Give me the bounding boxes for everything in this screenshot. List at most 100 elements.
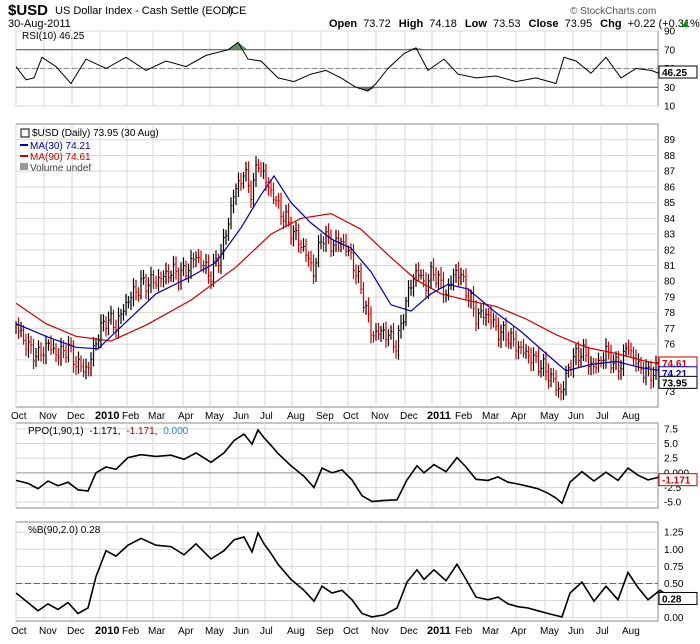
x-axis-label: Oct	[343, 626, 359, 637]
exchange-label: ICE	[228, 5, 246, 17]
x-axis-label: Jun	[233, 411, 249, 422]
pctb-last-value: 0.28	[662, 594, 682, 605]
x-axis-label: Nov	[371, 411, 389, 422]
ma30-legend: MA(30) 74.21	[30, 141, 91, 152]
x-axis-label: May	[205, 626, 224, 637]
x-axis-label: Aug	[287, 411, 305, 422]
x-axis-label: 2011	[427, 625, 451, 637]
x-axis-label: Apr	[178, 411, 194, 422]
x-axis-label: Mar	[148, 411, 166, 422]
ppo-last-value: -1.171	[662, 476, 691, 487]
x-axis-label: Oct	[11, 411, 27, 422]
x-axis-label: Jul	[596, 626, 609, 637]
x-axis-label: Mar	[148, 626, 166, 637]
ppo-line	[15, 428, 673, 505]
rsi-panel: 907050301046.25	[15, 27, 698, 113]
pctb-tick-label: 0.75	[664, 562, 684, 573]
x-axis-label: Nov	[39, 411, 57, 422]
x-axis-label: Apr	[511, 411, 527, 422]
ppo-legend-signal: -1.171	[126, 426, 155, 437]
rsi-tick-label: 90	[664, 27, 676, 38]
price-legend: $USD (Daily) 73.95 (30 Aug)	[32, 128, 159, 139]
x-axis-label: Jul	[260, 626, 273, 637]
rsi-last-value-box	[658, 65, 698, 79]
x-axis-label: Nov	[371, 626, 389, 637]
price-tick-label: 84	[664, 214, 676, 225]
chart-date: 30-Aug-2011	[8, 18, 71, 30]
source-credit: © StockCharts.com	[570, 6, 656, 17]
ppo-legend-comma-2: ,	[155, 426, 158, 437]
rsi-fill-area	[238, 42, 248, 50]
x-axis-label: May	[540, 626, 559, 637]
pctb-tick-label: 0.00	[664, 613, 684, 624]
ppo-last-value-box	[658, 473, 698, 487]
price-panel: 898887868584838281807978777675747374.617…	[15, 123, 698, 408]
price-last-value-box	[658, 375, 698, 389]
ppo-legend-comma-1: ,	[118, 426, 121, 437]
percent-b-legend: %B(90,2.0) 0.28	[28, 525, 101, 536]
high-value: 74.18	[429, 18, 457, 30]
price-tick-label: 83	[664, 230, 676, 241]
x-axis-label: Aug	[287, 626, 305, 637]
price-tick-label: 80	[664, 277, 676, 288]
close-value: 73.95	[565, 18, 593, 30]
ppo-tick-label: -2.5	[664, 483, 682, 494]
ppo-panel: 7.5 5.0 2.5 0.000 -2.5 -5.0 -1.171	[15, 422, 698, 509]
volume-legend: Volume undef	[30, 163, 91, 174]
price-tick-label: 76	[664, 340, 676, 351]
x-axis-label: Feb	[455, 411, 473, 422]
x-axis-label: Dec	[67, 411, 85, 422]
x-axis-label: Dec	[67, 626, 85, 637]
ppo-tick-label: 7.5	[664, 424, 678, 435]
x-axis-primary: Oct Nov Dec 2010 Feb Mar Apr May Jun Jul Aug Sep Oct…	[11, 410, 640, 422]
x-axis-label: Feb	[122, 626, 140, 637]
symbol-title: $USD	[8, 2, 48, 19]
x-axis-label: Aug	[622, 411, 640, 422]
ma90-legend: MA(90) 74.61	[30, 152, 91, 163]
ppo-legend: PPO(1,90,1) -1.171, -1.171, 0.000	[28, 426, 189, 437]
ma30-last-value: 74.21	[662, 369, 687, 380]
percent-b-panel: 1.251.000.750.500.250.000.28	[15, 521, 698, 624]
x-axis-label: Oct	[11, 626, 27, 637]
price-tick-label: 85	[664, 198, 676, 209]
rsi-last-value: 46.25	[662, 68, 687, 79]
price-tick-label: 82	[664, 245, 676, 256]
x-axis-label: 2010	[95, 625, 119, 637]
ohlc-summary: Open 73.72 High 74.18 Low 73.53 Close 73…	[329, 18, 700, 30]
x-axis-label: Aug	[622, 626, 640, 637]
open-label: Open	[329, 18, 357, 30]
ma90-line	[15, 212, 673, 367]
rsi-fill-area	[416, 47, 428, 50]
price-tick-label: 79	[664, 292, 676, 303]
x-axis-label: May	[540, 411, 559, 422]
x-axis-label: Dec	[400, 626, 418, 637]
rsi-tick-label: 30	[664, 83, 676, 94]
x-axis-label: Jun	[233, 626, 249, 637]
instrument-name: US Dollar Index - Cash Settle (EOD)	[55, 5, 233, 17]
x-axis-label: Apr	[511, 626, 527, 637]
price-tick-label: 88	[664, 151, 676, 162]
x-axis-label: Oct	[343, 411, 359, 422]
price-tick-label: 81	[664, 261, 676, 272]
ppo-tick-label: -5.0	[664, 498, 682, 509]
pctb-last-value-box	[658, 591, 698, 605]
chg-label: Chg	[600, 18, 621, 30]
x-axis-secondary: Oct Nov Dec 2010 Feb Mar Apr May Jun Jul Aug Sep Oct…	[11, 625, 640, 637]
x-axis-label: Jun	[568, 411, 584, 422]
chg-value: +0.22 (+0.31%)	[628, 18, 700, 30]
price-tick-label: 78	[664, 308, 676, 319]
pctb-tick-label: 1.25	[664, 528, 684, 539]
price-last-value: 73.95	[662, 378, 687, 389]
ppo-legend-prefix: PPO(1,90,1)	[28, 426, 84, 437]
x-axis-label: Nov	[39, 626, 57, 637]
x-axis-label: May	[205, 411, 224, 422]
ppo-legend-histogram: 0.000	[163, 426, 188, 437]
x-axis-label: Jun	[568, 626, 584, 637]
x-axis-label: Dec	[400, 411, 418, 422]
x-axis-label: 2011	[427, 410, 451, 422]
rsi-line	[15, 41, 675, 92]
pctb-tick-label: 1.00	[664, 545, 684, 556]
pctb-tick-label: 0.50	[664, 579, 684, 590]
